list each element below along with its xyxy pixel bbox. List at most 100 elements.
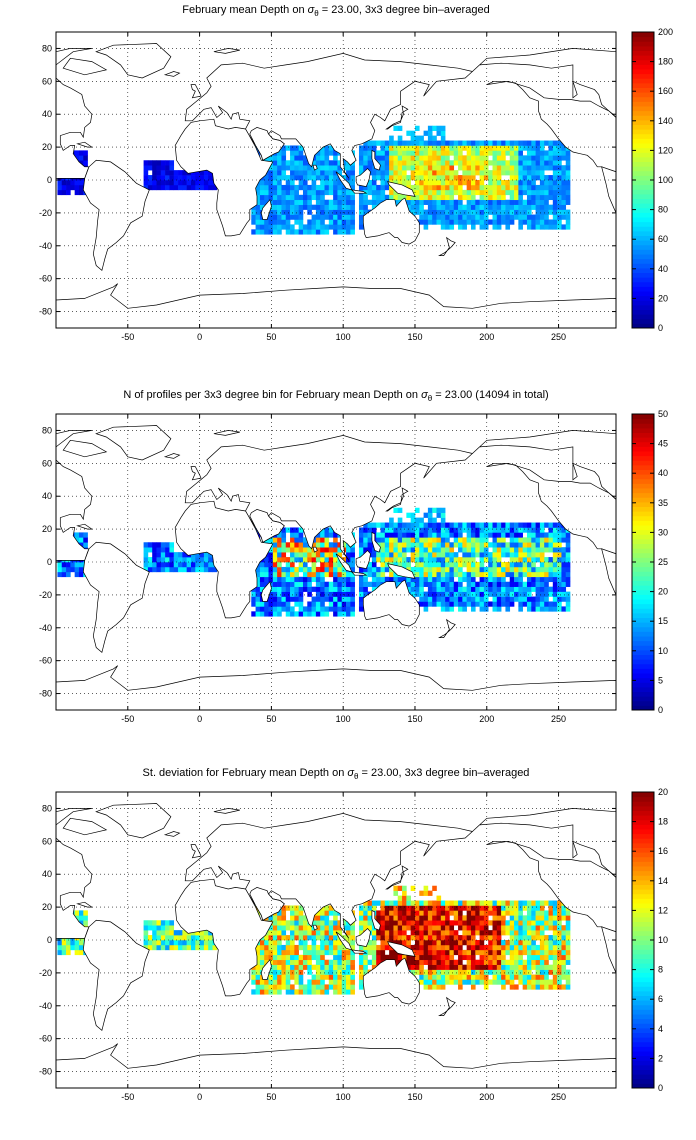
bin-cell xyxy=(501,522,506,528)
bin-cell xyxy=(272,175,278,181)
bin-cell xyxy=(488,562,493,568)
bin-cell xyxy=(514,596,519,602)
bin-cell xyxy=(453,170,459,176)
bin-cell xyxy=(285,920,291,926)
bin-cell xyxy=(302,184,308,191)
bin-cell xyxy=(337,576,343,583)
bin-cell xyxy=(514,935,519,941)
bin-cell xyxy=(535,214,541,220)
bin-cell xyxy=(501,925,506,931)
bin-cell xyxy=(526,930,532,936)
coastline xyxy=(572,841,578,859)
bin-cell xyxy=(522,925,528,931)
bin-cell xyxy=(496,596,502,602)
coastline xyxy=(56,430,92,448)
bin-cell xyxy=(466,979,472,985)
bin-cell xyxy=(518,930,523,936)
bin-cell xyxy=(66,180,71,186)
bin-cell xyxy=(419,150,424,156)
bin-cell xyxy=(470,209,476,215)
bin-cell xyxy=(432,160,437,166)
bin-cell xyxy=(414,189,420,196)
bin-cell xyxy=(466,900,472,906)
bin-cell xyxy=(402,557,407,563)
bin-cell xyxy=(290,189,295,196)
bin-cell xyxy=(539,900,545,906)
bin-cell xyxy=(160,557,166,563)
bin-cell xyxy=(272,915,278,921)
bin-cell xyxy=(526,925,532,931)
bin-cell xyxy=(277,571,282,578)
bin-cell xyxy=(539,155,545,161)
bin-cell xyxy=(341,969,347,975)
bin-cell xyxy=(203,557,209,563)
bin-cell xyxy=(449,591,455,597)
bin-cell xyxy=(427,180,433,186)
grid xyxy=(56,414,616,710)
bin-cell xyxy=(514,532,519,538)
bin-cell xyxy=(475,209,480,215)
bin-cell xyxy=(281,581,287,587)
bin-cell xyxy=(423,596,429,602)
bin-cell xyxy=(462,547,467,553)
bin-cell xyxy=(259,199,265,205)
bin-cell xyxy=(427,204,433,210)
bin-cell xyxy=(414,935,420,941)
bin-cell xyxy=(182,935,187,941)
bin-cell xyxy=(462,969,467,975)
bin-cell xyxy=(483,984,489,990)
bin-cell xyxy=(453,160,459,166)
bin-cell xyxy=(539,964,545,970)
panel-title: St. deviation for February mean Depth on… xyxy=(142,767,530,781)
bin-cell xyxy=(173,557,179,563)
bin-cell xyxy=(505,224,511,230)
bin-cell xyxy=(475,165,480,171)
bin-cell xyxy=(272,925,278,931)
bin-cell xyxy=(358,606,364,612)
bin-cell xyxy=(302,964,308,970)
bin-cell xyxy=(445,915,450,921)
bin-cell xyxy=(367,189,373,196)
bin-cell xyxy=(264,229,269,235)
bin-cell xyxy=(255,576,261,583)
bin-cell xyxy=(414,949,420,956)
bin-cell xyxy=(264,979,269,985)
bin-cell xyxy=(531,175,536,181)
bin-cell xyxy=(561,591,567,597)
bin-cell xyxy=(315,184,321,191)
bin-cell xyxy=(432,209,437,215)
coastline xyxy=(56,283,616,328)
bin-cell xyxy=(169,562,175,568)
bin-cell xyxy=(561,964,567,970)
bin-cell xyxy=(509,527,515,533)
bin-cell xyxy=(410,542,416,548)
bin-cell xyxy=(544,920,549,926)
bin-cell xyxy=(432,571,437,578)
bin-cell xyxy=(427,596,433,602)
bin-cell xyxy=(208,557,213,563)
bin-cell xyxy=(518,571,523,578)
bin-cell xyxy=(320,606,325,612)
bin-cell xyxy=(492,140,498,146)
coastline xyxy=(601,926,616,974)
bin-cell xyxy=(160,925,166,931)
bin-cell xyxy=(458,140,463,146)
colorbar-tick-label: 200 xyxy=(658,27,673,37)
bin-cell xyxy=(458,209,463,215)
bin-cell xyxy=(371,571,377,578)
bin-cell xyxy=(548,925,554,931)
bin-cell xyxy=(281,214,287,220)
bin-cell xyxy=(277,552,282,558)
bin-cell xyxy=(557,542,562,548)
bin-cell xyxy=(514,209,519,215)
bin-cell xyxy=(535,189,541,196)
bin-cell xyxy=(419,552,424,558)
bin-cell xyxy=(526,920,532,926)
bin-cell xyxy=(350,180,355,186)
bin-cell xyxy=(294,954,299,961)
bin-cell xyxy=(501,949,506,956)
bin-cell xyxy=(350,224,355,230)
bin-cell xyxy=(445,576,450,583)
bin-cell xyxy=(393,576,399,583)
bin-cell xyxy=(561,557,567,563)
